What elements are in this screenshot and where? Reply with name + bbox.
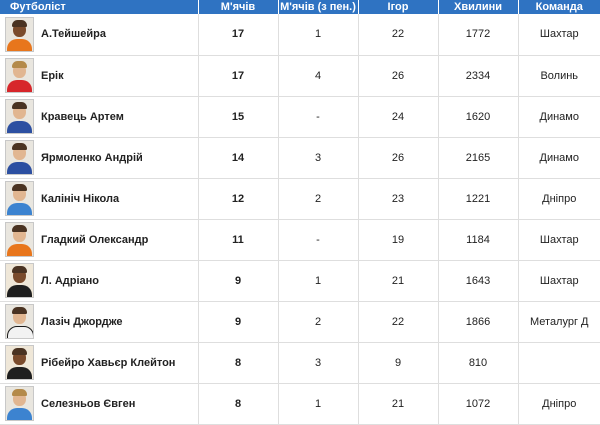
games-cell: 26: [357, 137, 438, 179]
player-cell: Гладкий Олександр: [0, 219, 198, 261]
player-photo[interactable]: [5, 345, 34, 380]
table-row: Ерік 17 4 26 2334 Волинь: [0, 55, 600, 97]
games-cell: 22: [357, 14, 438, 56]
player-name-link[interactable]: Лазіч Джордже: [41, 315, 123, 328]
player-photo[interactable]: [5, 386, 34, 421]
minutes-cell: 2165: [437, 137, 518, 179]
header-team[interactable]: Команда: [517, 0, 600, 14]
minutes-cell: 1866: [437, 301, 518, 343]
goals-pen-cell: 1: [277, 260, 358, 302]
team-cell: Шахтар: [517, 260, 600, 302]
header-goals[interactable]: М'ячів: [197, 0, 278, 14]
player-name-link[interactable]: Кравець Артем: [41, 110, 124, 123]
table-row: Лазіч Джордже 9 2 22 1866 Металург Д: [0, 301, 600, 343]
goals-cell: 12: [197, 178, 278, 220]
player-cell: Селезньов Євген: [0, 383, 198, 425]
games-cell: 9: [357, 342, 438, 384]
goals-cell: 15: [197, 96, 278, 138]
goals-cell: 9: [197, 260, 278, 302]
team-cell: Динамо: [517, 137, 600, 179]
goals-pen-cell: -: [277, 96, 358, 138]
player-cell: Л. Адріано: [0, 260, 198, 302]
player-name-link[interactable]: Селезньов Євген: [41, 397, 136, 410]
player-photo[interactable]: [5, 181, 34, 216]
player-photo[interactable]: [5, 140, 34, 175]
player-name-link[interactable]: Калініч Нікола: [41, 192, 120, 205]
team-cell: Шахтар: [517, 219, 600, 261]
team-cell: Дніпро: [517, 383, 600, 425]
player-photo[interactable]: [5, 99, 34, 134]
player-photo[interactable]: [5, 58, 34, 93]
goals-pen-cell: 2: [277, 178, 358, 220]
player-photo[interactable]: [5, 222, 34, 257]
minutes-cell: 1072: [437, 383, 518, 425]
minutes-cell: 1221: [437, 178, 518, 220]
player-name-link[interactable]: Ярмоленко Андрій: [41, 151, 143, 164]
team-cell: Дніпро: [517, 178, 600, 220]
team-cell: Металург Д: [517, 301, 600, 343]
table-row: Калініч Нікола 12 2 23 1221 Дніпро: [0, 178, 600, 220]
team-cell: [517, 342, 600, 384]
goals-pen-cell: 3: [277, 342, 358, 384]
player-name-link[interactable]: А.Тейшейра: [41, 28, 106, 41]
player-photo[interactable]: [5, 304, 34, 339]
header-player[interactable]: Футболіст: [0, 0, 198, 14]
table-row: Ярмоленко Андрій 14 3 26 2165 Динамо: [0, 137, 600, 179]
player-name-link[interactable]: Л. Адріано: [41, 274, 100, 287]
goals-cell: 17: [197, 55, 278, 97]
goals-pen-cell: 1: [277, 14, 358, 56]
player-photo[interactable]: [5, 16, 34, 52]
table-row: Л. Адріано 9 1 21 1643 Шахтар: [0, 260, 600, 302]
player-photo[interactable]: [5, 263, 34, 298]
player-cell: Кравець Артем: [0, 96, 198, 138]
player-name-link[interactable]: Ерік: [41, 69, 64, 82]
games-cell: 21: [357, 383, 438, 425]
games-cell: 22: [357, 301, 438, 343]
player-cell: Рібейро Хавьєр Клейтон: [0, 342, 198, 384]
minutes-cell: 1620: [437, 96, 518, 138]
header-games[interactable]: Ігор: [357, 0, 438, 14]
minutes-cell: 1643: [437, 260, 518, 302]
player-cell: Ерік: [0, 55, 198, 97]
games-cell: 26: [357, 55, 438, 97]
goals-cell: 11: [197, 219, 278, 261]
goals-cell: 8: [197, 383, 278, 425]
goals-pen-cell: 1: [277, 383, 358, 425]
player-cell: Лазіч Джордже: [0, 301, 198, 343]
team-cell: Шахтар: [517, 14, 600, 56]
games-cell: 19: [357, 219, 438, 261]
player-name-link[interactable]: Гладкий Олександр: [41, 233, 149, 246]
games-cell: 21: [357, 260, 438, 302]
goals-cell: 17: [197, 14, 278, 56]
minutes-cell: 2334: [437, 55, 518, 97]
table-row: Кравець Артем 15 - 24 1620 Динамо: [0, 96, 600, 138]
header-minutes[interactable]: Хвилини: [437, 0, 518, 14]
games-cell: 23: [357, 178, 438, 220]
goals-pen-cell: 2: [277, 301, 358, 343]
minutes-cell: 810: [437, 342, 518, 384]
player-cell: Ярмоленко Андрій: [0, 137, 198, 179]
table-row: А.Тейшейра 17 1 22 1772 Шахтар: [0, 14, 600, 56]
games-cell: 24: [357, 96, 438, 138]
minutes-cell: 1184: [437, 219, 518, 261]
player-cell: А.Тейшейра: [0, 14, 198, 56]
table-row: Селезньов Євген 8 1 21 1072 Дніпро: [0, 383, 600, 425]
goals-cell: 8: [197, 342, 278, 384]
goals-pen-cell: -: [277, 219, 358, 261]
table-row: Гладкий Олександр 11 - 19 1184 Шахтар: [0, 219, 600, 261]
goals-pen-cell: 3: [277, 137, 358, 179]
header-goals-pen[interactable]: М'ячів (з пен.): [277, 0, 358, 14]
goals-pen-cell: 4: [277, 55, 358, 97]
goals-cell: 9: [197, 301, 278, 343]
table-header-row: Футболіст М'ячів М'ячів (з пен.) Ігор Хв…: [0, 0, 600, 14]
player-name-link[interactable]: Рібейро Хавьєр Клейтон: [41, 356, 176, 369]
table-row: Рібейро Хавьєр Клейтон 8 3 9 810: [0, 342, 600, 384]
goals-cell: 14: [197, 137, 278, 179]
minutes-cell: 1772: [437, 14, 518, 56]
team-cell: Волинь: [517, 55, 600, 97]
team-cell: Динамо: [517, 96, 600, 138]
player-cell: Калініч Нікола: [0, 178, 198, 220]
